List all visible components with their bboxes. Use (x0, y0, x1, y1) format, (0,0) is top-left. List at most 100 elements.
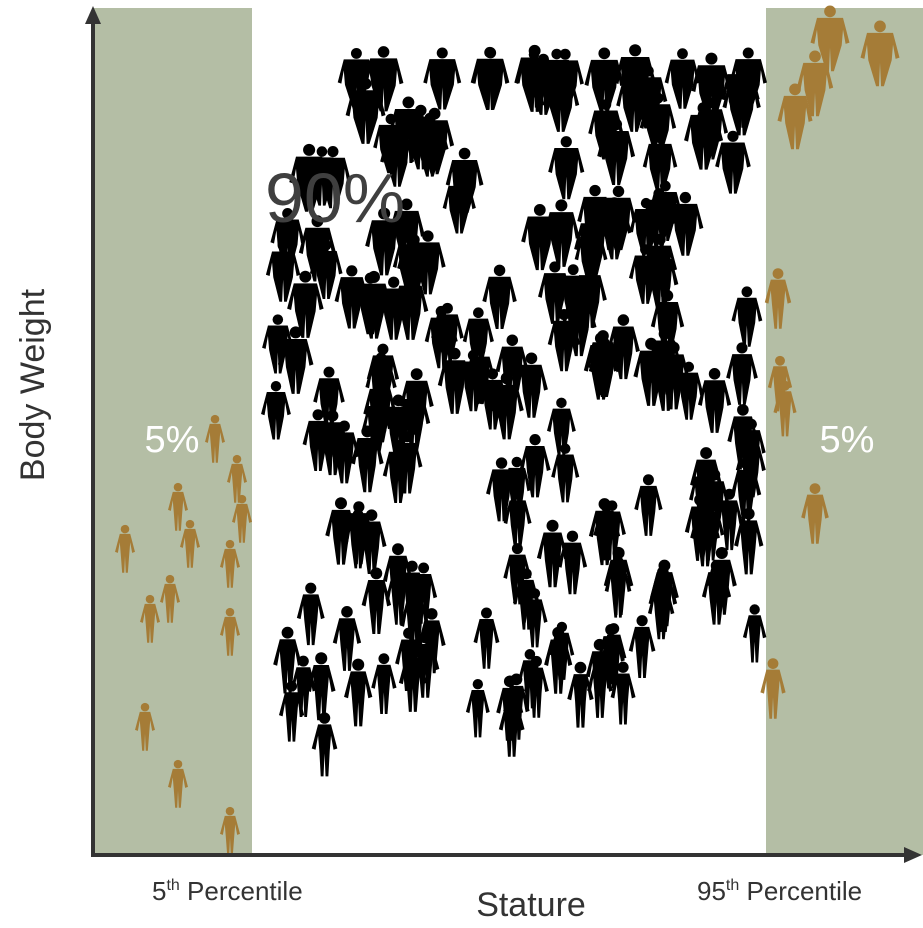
person-body (691, 65, 732, 121)
person-icon (135, 702, 155, 751)
person-head (567, 264, 579, 276)
person-head (377, 46, 390, 58)
person-head (493, 264, 506, 277)
person-head (679, 191, 692, 204)
person-head (352, 658, 365, 671)
person-body (519, 445, 551, 498)
person-icon (261, 381, 291, 440)
x-axis-arrow (904, 847, 922, 863)
person-head (367, 270, 380, 283)
person-icon (313, 366, 345, 429)
percentile-suffix: th (726, 877, 739, 894)
person-body (363, 58, 404, 112)
person-head (742, 47, 754, 59)
person-icon (371, 653, 397, 715)
person-head (694, 493, 707, 506)
person-head (435, 305, 447, 318)
person-icon (486, 457, 518, 522)
person-body (445, 159, 484, 213)
person-body (650, 572, 679, 627)
person-head (225, 539, 235, 549)
person-head (334, 497, 347, 510)
person-head (654, 246, 667, 259)
person-head (736, 342, 748, 354)
person-head (418, 562, 430, 574)
person-icon (715, 488, 744, 551)
person-body (503, 685, 530, 740)
person-head (617, 661, 629, 673)
person-body (362, 406, 392, 454)
person-head (599, 337, 610, 349)
person-icon (536, 519, 569, 588)
person-icon (610, 661, 636, 725)
person-icon (801, 483, 829, 544)
person-icon (734, 507, 764, 575)
person-icon (684, 102, 724, 170)
person-head (789, 83, 801, 96)
person-icon (399, 368, 434, 435)
person-head (589, 184, 601, 197)
person-head (305, 582, 317, 594)
person-head (140, 702, 150, 712)
percentile-number: 5 (152, 876, 166, 906)
person-head (385, 113, 397, 125)
person-body (634, 485, 663, 536)
person-head (365, 509, 378, 521)
person-body (482, 276, 517, 330)
person-head (551, 48, 563, 60)
person-head (559, 48, 571, 60)
person-icon (691, 52, 732, 121)
person-icon (344, 658, 373, 727)
person-body (337, 59, 376, 110)
person-head (377, 343, 389, 355)
person-head (697, 465, 709, 476)
person-head (371, 395, 383, 406)
person-head (511, 456, 523, 468)
person-body (382, 451, 414, 503)
person-body (437, 360, 472, 414)
person-body (464, 356, 496, 405)
person-icon (273, 626, 302, 694)
person-body (290, 667, 317, 717)
person-head (524, 649, 536, 660)
person-head (772, 268, 784, 279)
person-body (726, 354, 758, 405)
person-body (423, 59, 462, 110)
person-icon (365, 207, 404, 276)
person-body (473, 619, 500, 669)
person-icon (470, 46, 510, 111)
person-icon (220, 607, 240, 656)
person-body (720, 74, 760, 128)
percentile-text: Percentile (180, 876, 303, 906)
person-body (524, 65, 563, 115)
person-icon (634, 474, 663, 536)
person-body (593, 513, 620, 561)
person-head (378, 207, 391, 220)
person-head (653, 188, 665, 200)
person-body (366, 355, 400, 406)
person-head (303, 143, 316, 156)
person-icon (311, 712, 338, 777)
person-body (523, 667, 549, 718)
person-body (606, 326, 640, 380)
person-body (332, 618, 362, 671)
person-head (448, 347, 461, 360)
person-head (705, 52, 718, 65)
person-head (636, 615, 648, 627)
person-head (270, 381, 282, 392)
person-body (470, 58, 510, 111)
person-head (352, 509, 364, 520)
person-icon (337, 47, 376, 110)
person-icon (519, 434, 551, 498)
person-body (715, 142, 751, 194)
person-body (597, 131, 636, 185)
person-head (428, 107, 441, 120)
person-head (185, 519, 195, 529)
person-head (737, 404, 749, 416)
person-icon (523, 655, 549, 718)
person-body (424, 317, 458, 369)
person-head (341, 606, 353, 618)
person-head (225, 607, 235, 617)
person-icon (227, 454, 247, 503)
